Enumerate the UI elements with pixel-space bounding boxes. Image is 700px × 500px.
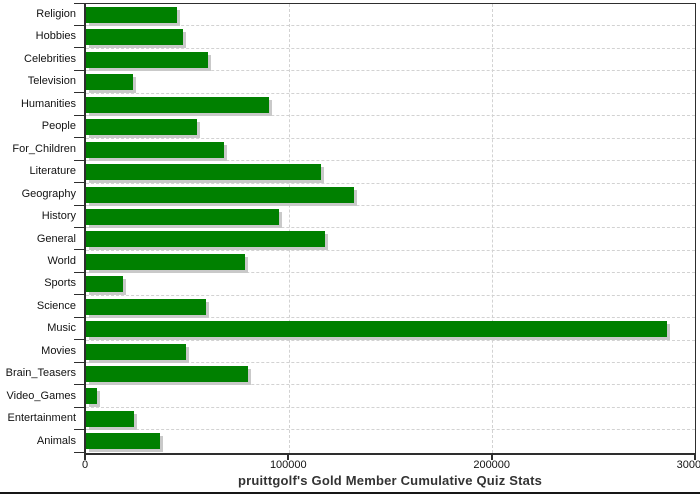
bar-science (86, 298, 206, 315)
y-axis-tick (74, 294, 85, 296)
x-axis-tick-label-0: 0 (81, 459, 89, 471)
bar-world (86, 253, 246, 270)
y-axis-tick (74, 2, 85, 4)
category-label-for_children: For_Children (12, 142, 76, 155)
gridline-v-200000 (492, 4, 493, 453)
category-label-literature: Literature (29, 165, 76, 178)
y-axis-tick (74, 137, 85, 139)
chart-title: pruittgolf's Gold Member Cumulative Quiz… (237, 473, 543, 488)
y-axis-tick (74, 47, 85, 49)
category-label-humanities: Humanities (20, 97, 76, 110)
plot-area (84, 3, 696, 455)
bar-sports (86, 276, 124, 293)
chart-row-television (86, 71, 695, 94)
y-axis-tick (74, 24, 85, 26)
bar-literature (86, 164, 321, 181)
bar-animals (86, 433, 161, 450)
chart-row-celebrities (86, 49, 695, 72)
chart-row-movies (86, 341, 695, 363)
chart-row-for_children (86, 139, 695, 162)
category-label-people: People (41, 120, 76, 133)
x-axis-tick-0 (84, 453, 86, 460)
category-label-brain_teasers: Brain_Teasers (5, 367, 76, 380)
chart-row-entertainment (86, 408, 695, 431)
x-axis-tick-label-300000: 300000 (676, 459, 700, 471)
category-label-animals: Animals (36, 434, 76, 447)
chart-row-brain_teasers (86, 363, 695, 386)
category-label-hobbies: Hobbies (35, 30, 76, 43)
bar-hobbies (86, 29, 184, 46)
chart-row-people (86, 116, 695, 139)
category-label-science: Science (36, 299, 76, 312)
bar-television (86, 74, 134, 91)
category-label-geography: Geography (21, 187, 76, 200)
chart-row-world (86, 251, 695, 274)
y-axis-tick (74, 361, 85, 363)
x-axis-tick-300000 (694, 453, 696, 460)
chart-row-science (86, 296, 695, 319)
y-axis-tick (74, 316, 85, 318)
x-axis-tick-200000 (490, 453, 493, 460)
y-axis-tick (74, 182, 85, 184)
bar-history (86, 208, 280, 225)
category-label-history: History (41, 210, 76, 223)
chart-row-humanities (86, 94, 695, 117)
category-label-video_games: Video_Games (6, 389, 76, 402)
category-label-television: Television (27, 75, 76, 88)
bar-brain_teasers (86, 366, 249, 382)
y-axis-tick (74, 406, 85, 408)
y-axis-tick (74, 114, 85, 116)
x-axis-tick-label-200000: 200000 (473, 459, 511, 471)
gridline-v-100000 (289, 4, 290, 453)
category-label-sports: Sports (44, 277, 76, 290)
bottom-divider (0, 492, 700, 494)
bar-video_games (86, 388, 97, 405)
y-axis-tick (74, 227, 85, 228)
chart-row-general (86, 228, 695, 251)
chart-row-hobbies (86, 26, 695, 49)
y-axis-tick (74, 384, 85, 386)
y-axis-tick (74, 92, 85, 94)
chart-row-literature (86, 161, 695, 184)
y-axis-tick (74, 451, 85, 453)
chart-row-history (86, 206, 695, 229)
category-label-music: Music (47, 322, 76, 335)
chart-row-geography (86, 184, 695, 206)
y-axis-tick (74, 271, 85, 273)
y-axis-tick (74, 69, 85, 71)
bar-geography (86, 186, 354, 203)
y-axis-tick (74, 429, 85, 431)
bar-entertainment (86, 410, 134, 427)
category-label-movies: Movies (41, 344, 76, 357)
category-label-celebrities: Celebrities (24, 52, 76, 65)
bar-religion (86, 7, 178, 23)
chart-row-video_games (86, 385, 695, 408)
category-label-religion: Religion (36, 8, 76, 20)
bar-celebrities (86, 51, 208, 68)
category-label-world: World (47, 254, 76, 267)
y-axis-tick (74, 159, 85, 161)
chart-row-sports (86, 273, 695, 296)
bar-people (86, 119, 197, 136)
x-axis-tick-100000 (287, 453, 290, 460)
bar-humanities (86, 96, 270, 113)
y-axis-tick (74, 249, 85, 251)
chart-row-religion (86, 4, 695, 27)
y-axis-tick (74, 204, 85, 206)
bar-music (86, 321, 667, 338)
category-label-entertainment: Entertainment (7, 412, 76, 425)
y-axis-tick (74, 339, 85, 341)
bar-movies (86, 343, 187, 360)
bar-for_children (86, 141, 224, 158)
bar-general (86, 231, 325, 248)
chart-row-music (86, 318, 695, 341)
category-label-general: General (36, 232, 76, 245)
x-axis-tick-label-100000: 100000 (269, 459, 307, 471)
chart-row-animals (86, 430, 695, 452)
